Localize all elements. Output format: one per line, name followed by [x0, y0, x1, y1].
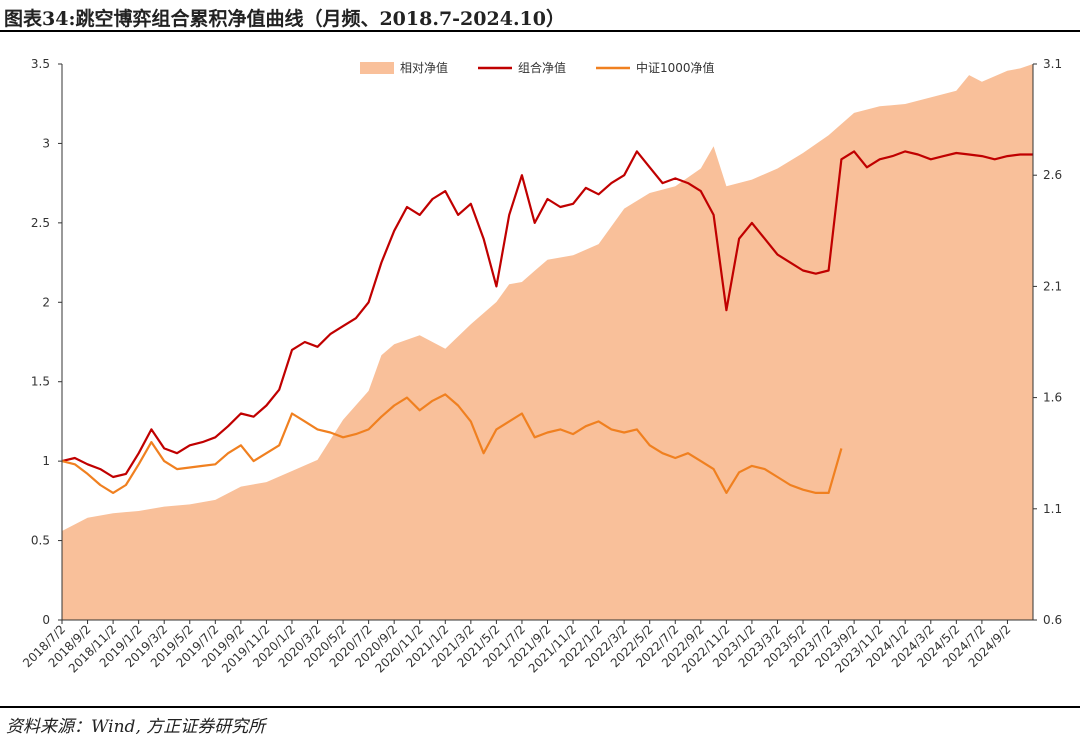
chart: 00.511.522.533.50.61.11.62.12.63.12018/7… [20, 57, 1062, 676]
right-tick-label: 0.6 [1043, 613, 1062, 627]
left-tick-label: 2 [42, 295, 50, 309]
legend-label-csi1000: 中证1000净值 [636, 60, 715, 75]
bottom-divider [0, 706, 1080, 708]
left-tick-label: 1.5 [31, 375, 50, 389]
legend-label-relative: 相对净值 [400, 60, 448, 75]
left-tick-label: 2.5 [31, 216, 50, 230]
legend: 相对净值 组合净值 中证1000净值 [360, 60, 715, 75]
left-tick-label: 0.5 [31, 534, 50, 548]
chart-title: 图表34:跳空博弈组合累积净值曲线（月频、2018.7-2024.10） [4, 8, 565, 30]
right-tick-label: 2.1 [1043, 279, 1062, 293]
left-tick-label: 1 [42, 454, 50, 468]
area-layer [62, 64, 1033, 620]
top-divider [0, 30, 1080, 32]
left-tick-label: 3.5 [31, 57, 50, 71]
legend-label-portfolio: 组合净值 [518, 60, 566, 75]
legend-swatch-relative [360, 62, 394, 74]
series-line-portfolio [61, 150, 1033, 479]
right-tick-label: 1.1 [1043, 502, 1062, 516]
left-tick-label: 0 [42, 613, 50, 627]
series-line-csi1000 [61, 393, 843, 494]
line-layer [61, 150, 1033, 494]
right-tick-label: 1.6 [1043, 391, 1062, 405]
source-note: 资料来源：Wind, 方正证券研究所 [6, 717, 266, 737]
left-tick-label: 3 [42, 136, 50, 150]
series-area-relative [62, 64, 1033, 620]
right-tick-label: 3.1 [1043, 57, 1062, 71]
right-tick-label: 2.6 [1043, 168, 1062, 182]
